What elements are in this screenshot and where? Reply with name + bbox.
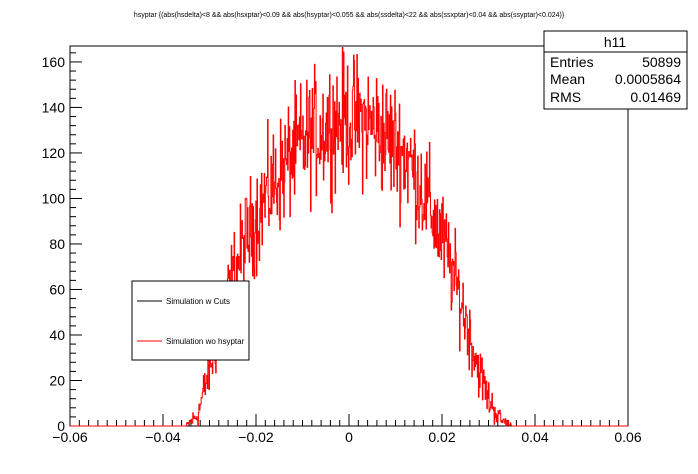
- x-tick-label: 0: [345, 429, 353, 445]
- y-tick-label: 140: [42, 99, 66, 115]
- y-tick-label: 0: [57, 418, 65, 434]
- y-tick-label: 20: [49, 372, 65, 388]
- stats-histogram-name: h11: [604, 34, 627, 50]
- x-tick-label: 0.04: [521, 429, 548, 445]
- stats-entries-label: Entries: [550, 54, 594, 70]
- x-tick-label: 0.06: [614, 429, 641, 445]
- y-tick-label: 60: [49, 281, 65, 297]
- legend-frame: [131, 280, 250, 361]
- x-tick-label: −0.06: [52, 429, 88, 445]
- x-tick-label: −0.04: [145, 429, 181, 445]
- legend: Simulation w Cuts Simulation wo hsyptar: [131, 280, 250, 361]
- chart-title: hsyptar {(abs(hsdelta)<8 && abs(hsxptar)…: [134, 12, 565, 19]
- legend-label-w-cuts: Simulation w Cuts: [166, 297, 230, 306]
- stats-box: h11 Entries 50899 Mean 0.0005864 RMS 0.0…: [543, 30, 688, 110]
- y-tick-label: 40: [49, 327, 65, 343]
- stats-entries-value: 50899: [642, 54, 681, 70]
- stats-mean-value: 0.0005864: [615, 71, 681, 87]
- histogram-series: [70, 47, 628, 427]
- legend-label-wo-hsyptar: Simulation wo hsyptar: [166, 337, 245, 346]
- x-tick-label: −0.02: [238, 429, 274, 445]
- y-axis: 0 20 40 60 80 100 120 140 160: [42, 52, 82, 434]
- histogram-line-wo-hsyptar: [70, 47, 628, 427]
- x-tick-label: 0.02: [428, 429, 455, 445]
- y-tick-label: 80: [49, 236, 65, 252]
- stats-rms-value: 0.01469: [630, 89, 681, 105]
- x-axis: −0.06 −0.04 −0.02 0 0.02 0.04 0.06: [52, 414, 642, 445]
- stats-box-frame: [543, 30, 688, 110]
- stats-mean-label: Mean: [550, 71, 585, 87]
- y-tick-label: 120: [42, 145, 66, 161]
- y-tick-label: 100: [42, 190, 66, 206]
- y-tick-label: 160: [42, 54, 66, 70]
- stats-rms-label: RMS: [550, 89, 581, 105]
